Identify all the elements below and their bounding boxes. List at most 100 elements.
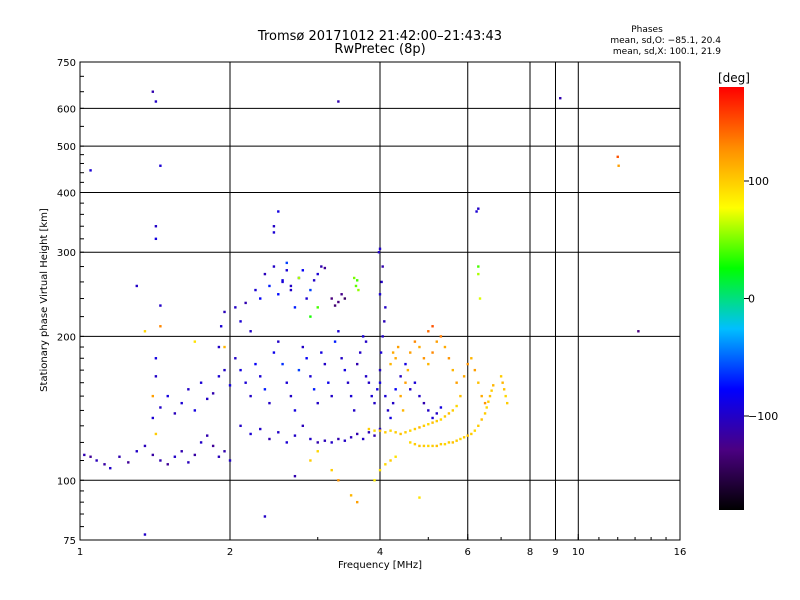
data-point-o-mode	[381, 335, 384, 338]
data-point-x-mode	[409, 429, 412, 432]
data-point-x-mode	[459, 394, 462, 398]
data-point-x-mode	[399, 394, 402, 398]
data-point-o-mode	[320, 351, 323, 354]
data-point-x-mode	[451, 409, 455, 412]
data-point-o-mode	[376, 388, 379, 391]
data-point-o-mode	[373, 401, 376, 405]
data-point-o-mode	[384, 394, 387, 398]
data-point-o-mode	[249, 394, 252, 398]
data-point-o-mode	[193, 453, 197, 457]
data-point-o-mode	[309, 288, 312, 292]
data-point-o-mode	[135, 450, 138, 453]
data-point-o-mode	[254, 288, 257, 292]
data-point-x-mode	[477, 272, 480, 276]
data-point-o-mode	[477, 207, 480, 210]
data-point-x-mode	[143, 330, 147, 333]
data-point-x-mode	[389, 429, 392, 432]
data-point-o-mode	[83, 453, 86, 457]
data-point-x-mode	[462, 375, 466, 378]
data-point-o-mode	[381, 265, 384, 268]
x-tick-label: 16	[674, 547, 687, 558]
data-point-x-mode	[435, 419, 438, 423]
data-point-o-mode	[384, 306, 387, 309]
data-point-x-mode	[447, 357, 451, 360]
data-point-x-mode	[451, 441, 455, 444]
data-point-x-mode	[455, 381, 458, 384]
y-tick-label: 200	[57, 332, 76, 343]
data-point-x-mode	[477, 381, 480, 384]
data-point-o-mode	[378, 381, 382, 384]
data-point-x-mode	[297, 276, 301, 280]
data-point-o-mode	[268, 401, 271, 405]
data-point-o-mode	[187, 461, 190, 464]
data-point-o-mode	[159, 164, 162, 167]
data-point-o-mode	[289, 288, 293, 292]
data-point-o-mode	[394, 388, 397, 391]
data-point-x-mode	[373, 479, 376, 482]
data-point-o-mode	[272, 265, 276, 268]
data-point-x-mode	[483, 401, 487, 405]
data-point-o-mode	[309, 437, 312, 441]
data-point-o-mode	[143, 444, 147, 448]
chart-title: Tromsø 20171012 21:42:00–21:43:43	[257, 29, 502, 44]
data-point-o-mode	[205, 397, 209, 401]
data-point-x-mode	[485, 406, 488, 409]
data-point-o-mode	[281, 362, 284, 366]
data-point-o-mode	[330, 394, 333, 398]
plot-area: 1 2 4 6 8 9 10 16 75 100 200 300 400 500 600 750	[57, 58, 686, 558]
data-point-x-mode	[504, 394, 507, 398]
data-point-o-mode	[268, 284, 271, 288]
data-point-x-mode	[367, 427, 371, 431]
data-point-x-mode	[439, 418, 443, 421]
data-point-o-mode	[259, 427, 262, 431]
data-point-x-mode	[418, 444, 421, 448]
data-point-x-mode	[384, 463, 387, 466]
data-point-o-mode	[118, 455, 121, 458]
data-point-x-mode	[422, 444, 426, 448]
data-point-o-mode	[316, 272, 319, 276]
data-point-x-mode	[378, 429, 382, 432]
data-point-o-mode	[327, 381, 330, 384]
x-axis-label: Frequency [MHz]	[338, 560, 422, 571]
data-point-o-mode	[323, 439, 327, 442]
data-point-o-mode	[259, 375, 262, 378]
data-point-o-mode	[380, 280, 383, 284]
data-point-o-mode	[323, 266, 327, 270]
data-point-x-mode	[193, 340, 197, 343]
data-point-x-mode	[337, 479, 340, 482]
x-tick-label: 2	[227, 547, 233, 558]
data-point-o-mode	[103, 463, 106, 466]
data-point-o-mode	[263, 388, 267, 391]
data-point-x-mode	[316, 450, 319, 453]
data-point-o-mode	[268, 437, 271, 441]
data-point-o-mode	[272, 225, 276, 228]
chart-subtitle: RwPretec (8p)	[334, 42, 425, 57]
data-point-o-mode	[435, 412, 438, 415]
data-point-o-mode	[219, 325, 223, 328]
data-point-o-mode	[277, 431, 280, 434]
data-point-o-mode	[358, 351, 362, 354]
data-point-x-mode	[473, 368, 477, 372]
data-point-x-mode	[466, 434, 469, 437]
data-point-x-mode	[151, 394, 155, 398]
data-point-o-mode	[316, 441, 319, 444]
data-point-x-mode	[394, 431, 397, 434]
data-point-o-mode	[285, 381, 288, 384]
data-point-x-mode	[431, 325, 434, 328]
data-point-o-mode	[217, 345, 221, 349]
data-point-x-mode	[154, 432, 158, 436]
data-point-o-mode	[249, 432, 252, 436]
data-point-o-mode	[320, 265, 323, 268]
data-point-o-mode	[333, 340, 337, 343]
data-point-x-mode	[413, 427, 417, 431]
data-point-x-mode	[451, 368, 455, 372]
colorbar-ticks: 100 0 −100	[744, 175, 778, 423]
data-point-o-mode	[259, 297, 262, 300]
data-point-x-mode	[431, 351, 434, 354]
data-point-x-mode	[473, 429, 477, 432]
x-tick-label: 6	[465, 547, 471, 558]
data-point-o-mode	[289, 284, 293, 288]
data-point-x-mode	[413, 340, 417, 343]
data-point-o-mode	[378, 368, 382, 372]
data-point-o-mode	[109, 466, 112, 470]
